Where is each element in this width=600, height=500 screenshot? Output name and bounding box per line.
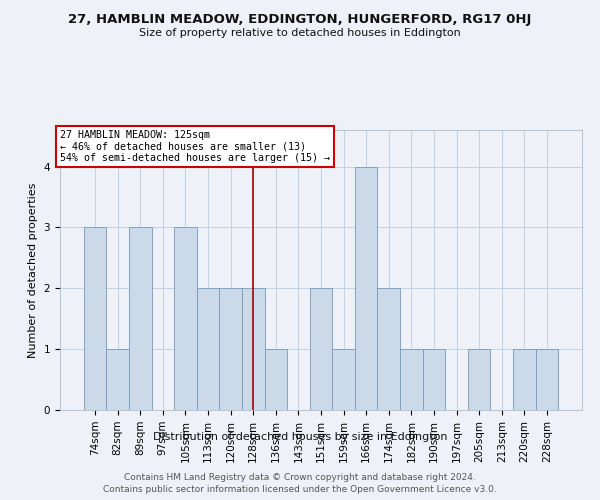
Text: Contains public sector information licensed under the Open Government Licence v3: Contains public sector information licen… bbox=[103, 485, 497, 494]
Bar bbox=[332, 349, 355, 410]
Y-axis label: Number of detached properties: Number of detached properties bbox=[28, 182, 38, 358]
Bar bbox=[106, 349, 129, 410]
Bar bbox=[513, 349, 536, 410]
Text: Size of property relative to detached houses in Eddington: Size of property relative to detached ho… bbox=[139, 28, 461, 38]
Bar bbox=[468, 349, 490, 410]
Text: 27, HAMBLIN MEADOW, EDDINGTON, HUNGERFORD, RG17 0HJ: 27, HAMBLIN MEADOW, EDDINGTON, HUNGERFOR… bbox=[68, 12, 532, 26]
Bar bbox=[377, 288, 400, 410]
Text: 27 HAMBLIN MEADOW: 125sqm
← 46% of detached houses are smaller (13)
54% of semi-: 27 HAMBLIN MEADOW: 125sqm ← 46% of detac… bbox=[60, 130, 330, 163]
Bar bbox=[84, 228, 106, 410]
Text: Distribution of detached houses by size in Eddington: Distribution of detached houses by size … bbox=[153, 432, 447, 442]
Bar bbox=[400, 349, 422, 410]
Bar bbox=[197, 288, 220, 410]
Bar bbox=[129, 228, 152, 410]
Bar bbox=[265, 349, 287, 410]
Bar bbox=[242, 288, 265, 410]
Text: Contains HM Land Registry data © Crown copyright and database right 2024.: Contains HM Land Registry data © Crown c… bbox=[124, 472, 476, 482]
Bar bbox=[220, 288, 242, 410]
Bar bbox=[422, 349, 445, 410]
Bar bbox=[174, 228, 197, 410]
Bar bbox=[536, 349, 558, 410]
Bar bbox=[310, 288, 332, 410]
Bar bbox=[355, 166, 377, 410]
